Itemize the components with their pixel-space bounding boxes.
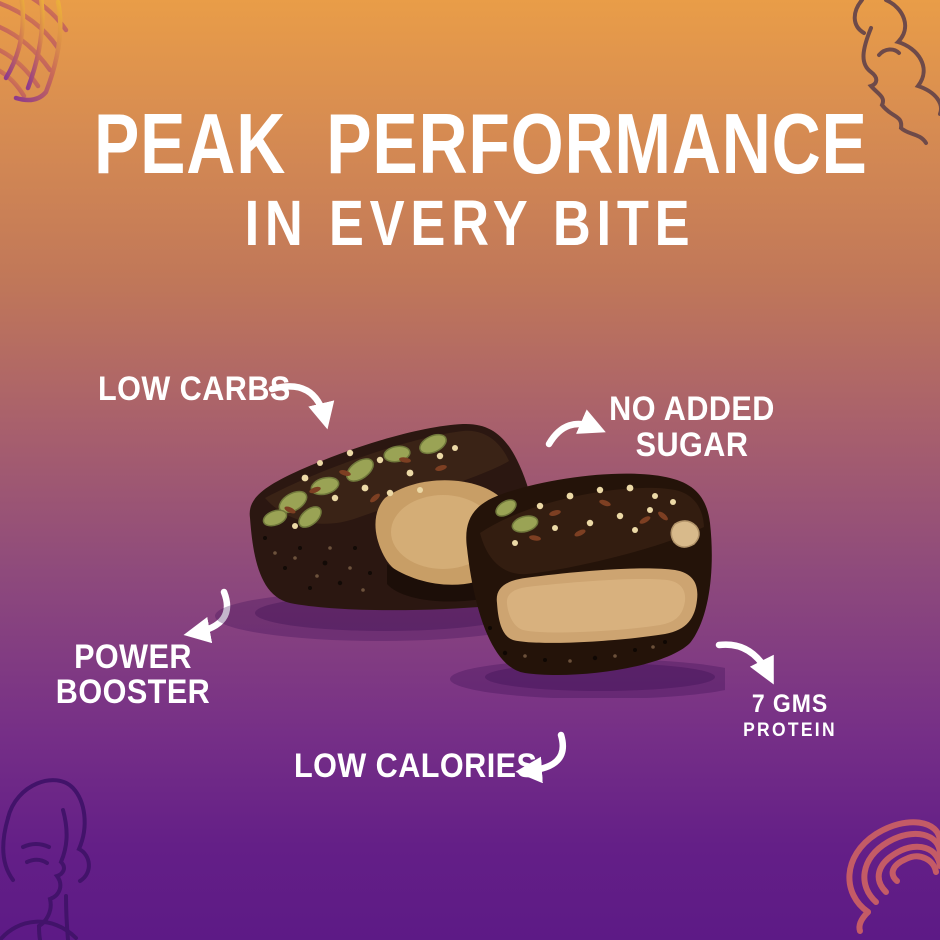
face-doodle-icon-bottom-left [0,778,91,940]
flax-seeds-right [529,499,668,541]
callout-low-carbs: LOW CARBS [98,370,291,408]
arrow-low-calories [515,731,566,784]
callout-arrows [183,383,774,784]
bar-right-half [466,473,712,675]
callout-protein-line1: 7 GMS [751,690,829,718]
callout-no-added-sugar-line1: NO ADDED [609,390,775,428]
arrow-low-carbs [268,383,335,430]
crust-speckles-right [488,626,667,662]
arrow-power-booster [183,588,231,644]
crust-highlights-left [273,546,365,592]
headline-line2: IN EVERY BITE [244,187,696,259]
quinoa-puffs-right [512,484,676,546]
squiggle-doodle-icon [846,819,940,934]
callout-no-added-sugar-line2: SUGAR [635,425,749,464]
callout-power-booster-line1: POWER [74,638,192,676]
flax-seeds [284,457,447,514]
arrow-no-added-sugar [545,409,606,448]
callout-power-booster-line2: BOOSTER [55,672,211,711]
callout-low-calories: LOW CALORIES [294,747,538,785]
face-doodle-icon-top-right [852,0,940,145]
product-image-protein-bar [215,423,725,698]
arrow-protein [715,641,774,685]
callout-no-added-sugar: NO ADDED SUGAR [602,390,782,464]
walnut-piece [670,520,700,548]
headline-line1: PEAK PERFORMANCE [94,97,868,192]
pumpkin-seeds-right [495,499,539,533]
callout-protein-line2: PROTEIN [743,720,837,741]
crust-highlights-right [523,645,655,663]
callout-protein: 7 GMS PROTEIN [721,691,859,742]
quinoa-puffs [292,445,458,529]
crust-speckles-left [263,536,372,590]
callout-power-booster: POWER BOOSTER [52,640,214,709]
pineapple-doodle-icon [0,0,69,103]
